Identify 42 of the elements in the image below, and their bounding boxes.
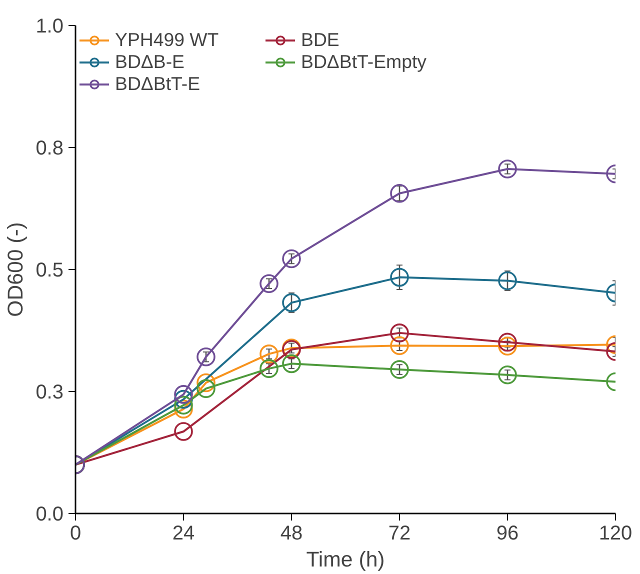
point [390,268,409,287]
point [174,422,193,441]
point [196,379,216,398]
y-tick-label: 0.3 [36,382,64,404]
legend-label: BDΔB-E [115,51,186,73]
point [498,160,517,178]
point [282,249,301,268]
point [390,184,409,203]
point [390,360,409,379]
x-tick-label: 48 [280,522,303,544]
legend-label: BDΔBtT-E [115,73,202,95]
point [498,366,517,384]
point [174,400,193,418]
y-axis-title: OD600 (-) [4,222,28,317]
legend-label: BDE [301,29,340,51]
point [390,336,409,356]
point [196,347,216,366]
point [498,336,517,356]
x-tick-label: 24 [172,522,195,544]
point [260,274,278,294]
x-tick-label: 120 [598,522,632,544]
point [390,324,409,342]
point [498,332,517,352]
legend-label: YPH499 WT [115,29,220,51]
y-tick-label: 0.8 [36,138,64,160]
point [282,293,301,312]
point [498,271,517,290]
x-tick-label: 0 [70,522,82,544]
point [174,390,193,409]
point [260,359,278,378]
point [196,373,216,392]
point [260,344,278,364]
y-tick-label: 1.0 [36,16,64,38]
y-tick-label: 0.5 [36,260,64,282]
point [174,385,193,404]
x-tick-label: 72 [388,522,411,544]
legend-label: BDΔBtT-Empty [301,51,428,73]
x-axis-title: Time (h) [306,548,385,572]
point [174,396,193,415]
x-tick-label: 96 [496,522,519,544]
y-tick-label: 0.0 [36,504,64,526]
point [282,354,301,374]
